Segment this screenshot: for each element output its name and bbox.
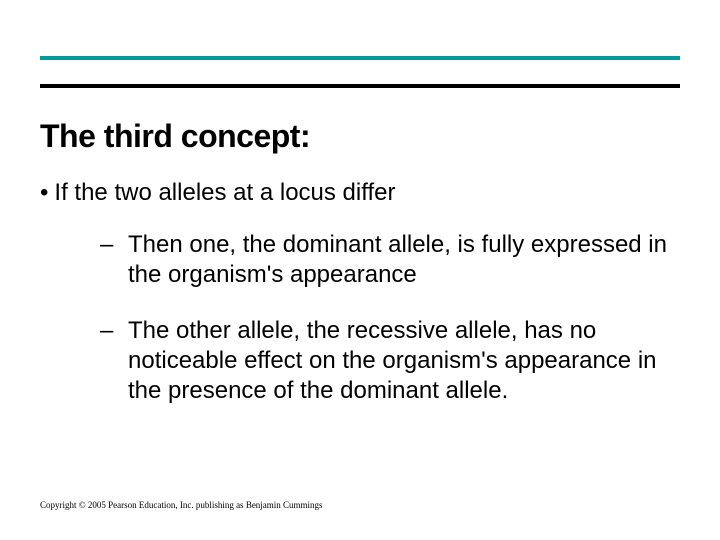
dash-marker: – (100, 230, 114, 260)
slide-body: • If the two alleles at a locus differ –… (40, 178, 680, 432)
dash-marker: – (100, 316, 114, 346)
sub-text: The other allele, the recessive allele, … (128, 316, 680, 406)
copyright-text: Copyright © 2005 Pearson Education, Inc.… (40, 500, 323, 510)
bullet-item: • If the two alleles at a locus differ (40, 178, 680, 208)
accent-rule (40, 56, 680, 60)
sub-item: – The other allele, the recessive allele… (100, 316, 680, 406)
divider-rule (40, 84, 680, 88)
slide-title: The third concept: (40, 118, 310, 155)
sub-list: – Then one, the dominant allele, is full… (100, 230, 680, 406)
sub-text: Then one, the dominant allele, is fully … (128, 230, 680, 290)
bullet-marker: • (40, 178, 48, 208)
sub-item: – Then one, the dominant allele, is full… (100, 230, 680, 290)
bullet-text: If the two alleles at a locus differ (54, 178, 395, 208)
